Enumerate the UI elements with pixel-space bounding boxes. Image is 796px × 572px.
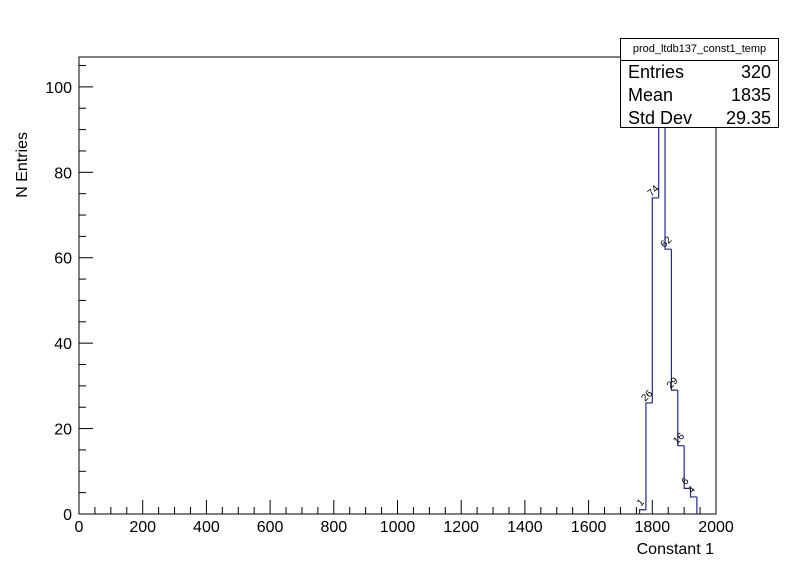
x-tick-label: 2000: [698, 519, 734, 536]
stats-row-mean: Mean 1835: [621, 84, 778, 107]
y-axis-label: N Entries: [14, 132, 31, 198]
histogram-bin: [670, 249, 678, 391]
stats-title: prod_ltdb137_const1_temp: [621, 39, 778, 61]
histogram-bin: [651, 197, 659, 403]
stats-label: Mean: [628, 85, 674, 105]
stats-label: Std Dev: [628, 108, 693, 128]
bin-value-label: 4: [686, 484, 698, 496]
x-tick-label: 1400: [507, 519, 543, 536]
y-tick-label: 80: [54, 165, 72, 182]
bin-value-label: 74: [646, 183, 662, 199]
bin-value-label: 62: [659, 234, 675, 250]
y-axis-ticks: [79, 65, 93, 515]
bin-value-label: 26: [640, 388, 656, 404]
x-axis-label: Constant 1: [637, 541, 714, 558]
y-tick-label: 100: [45, 80, 72, 97]
bin-value-label: 16: [671, 431, 687, 447]
histogram-bin: [677, 390, 685, 447]
stats-value: 1835: [730, 85, 771, 105]
y-tick-label: 0: [63, 507, 72, 524]
histogram-bin: [645, 402, 653, 510]
x-tick-label: 1000: [380, 519, 416, 536]
x-tick-label: 1600: [571, 519, 607, 536]
y-tick-label: 60: [54, 251, 72, 268]
histogram-bin: [638, 509, 646, 514]
x-tick-label: 0: [75, 519, 84, 536]
stats-row-entries: Entries 320: [621, 61, 778, 84]
x-axis-ticks: [78, 500, 717, 514]
x-tick-label: 400: [193, 519, 220, 536]
stats-box: prod_ltdb137_const1_temp Entries 320 Mea…: [620, 38, 779, 128]
y-tick-label: 40: [54, 336, 72, 353]
y-axis-tick-labels: 0 20 40 60 80 100: [45, 80, 72, 524]
histogram-bin: [683, 445, 691, 489]
x-tick-label: 200: [129, 519, 156, 536]
x-tick-label: 800: [320, 519, 347, 536]
y-tick-label: 20: [54, 422, 72, 439]
x-tick-label: 1800: [635, 519, 671, 536]
histogram-bin: [689, 488, 697, 498]
x-tick-label: 600: [257, 519, 284, 536]
bin-value-label: 29: [665, 375, 681, 391]
stats-value: 320: [740, 62, 771, 82]
stats-row-std-dev: Std Dev 29.35: [621, 107, 778, 130]
x-tick-label: 1200: [443, 519, 479, 536]
stats-value: 29.35: [725, 108, 771, 128]
stats-label: Entries: [628, 62, 685, 82]
x-axis-tick-labels: 0 200 400 600 800 1000 1200 1400 1600 1800 2000: [75, 519, 734, 536]
